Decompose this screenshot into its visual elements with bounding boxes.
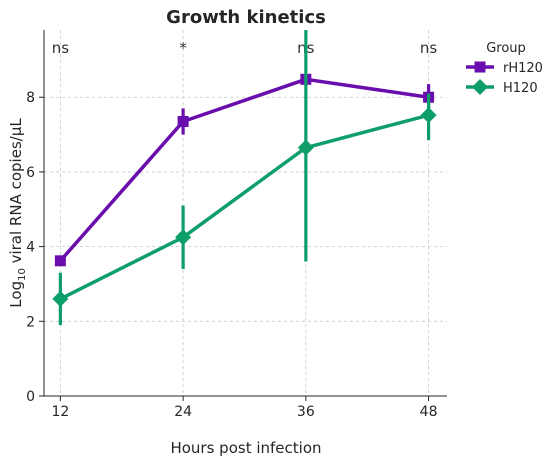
y-axis-label-subscript: 10: [17, 268, 28, 281]
legend-label: H120: [503, 81, 538, 96]
y-axis-label-suffix: viral RNA copies/µL: [7, 118, 25, 269]
data-point: [52, 290, 69, 307]
data-point: [420, 107, 437, 124]
x-tick-label: 24: [174, 404, 192, 420]
legend-items: rH120 H120: [466, 61, 543, 96]
significance-label: ns: [420, 39, 438, 57]
legend: Group rH120 H120: [466, 41, 543, 96]
significance-label: ns: [52, 39, 70, 57]
data-point: [175, 229, 192, 246]
x-tick-label: 36: [297, 404, 315, 420]
series-H120: [52, 30, 437, 326]
legend-item-H120: H120: [466, 79, 538, 96]
legend-marker: [472, 79, 488, 95]
data-point: [297, 139, 314, 156]
y-tick-label: 0: [26, 389, 35, 405]
legend-marker: [474, 61, 486, 73]
y-tick-label: 4: [26, 240, 35, 256]
x-tick-label: 12: [51, 404, 69, 420]
chart-title: Growth kinetics: [166, 7, 326, 28]
y-tick-label: 8: [26, 90, 35, 106]
legend-title: Group: [486, 41, 526, 56]
series-layer: [52, 30, 437, 326]
axes: [43, 30, 447, 397]
series-line: [59, 77, 429, 262]
y-tick-label: 2: [26, 314, 35, 330]
legend-item-rH120: rH120: [466, 61, 543, 76]
significance-labels: ns*nsns: [52, 39, 438, 57]
data-point: [54, 255, 66, 267]
x-tick-label: 48: [420, 404, 438, 420]
y-axis-label: Log10 viral RNA copies/µL: [7, 118, 28, 308]
y-tick-label: 6: [26, 165, 35, 181]
series-rH120: [54, 73, 435, 267]
x-axis-label: Hours post infection: [170, 439, 321, 457]
y-axis-label-prefix: Log: [7, 281, 25, 308]
significance-label: *: [179, 39, 187, 57]
legend-label: rH120: [503, 61, 543, 76]
series-line: [59, 113, 430, 301]
data-point: [177, 116, 189, 127]
